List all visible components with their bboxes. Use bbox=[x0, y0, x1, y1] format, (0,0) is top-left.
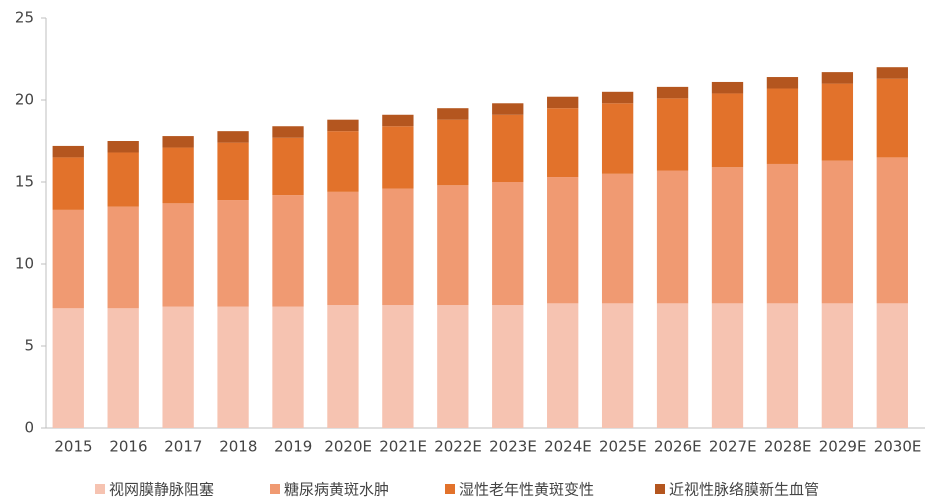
bar-segment bbox=[656, 98, 689, 171]
y-tick-label: 0 bbox=[24, 419, 34, 437]
x-tick-label: 2023E bbox=[489, 438, 537, 456]
bar-segment bbox=[272, 195, 304, 307]
bar-segment bbox=[327, 119, 359, 132]
bar-segment bbox=[711, 81, 744, 94]
y-tick-label: 15 bbox=[15, 173, 34, 191]
bar-segment bbox=[766, 163, 799, 304]
bar-segment bbox=[107, 141, 139, 153]
bar-segment bbox=[492, 305, 524, 428]
x-tick-label: 2020E bbox=[324, 438, 372, 456]
x-tick-label: 2027E bbox=[709, 438, 757, 456]
bar-segment bbox=[217, 142, 249, 201]
bar-segment bbox=[711, 167, 744, 304]
bar-segment bbox=[107, 308, 139, 428]
bar-segment bbox=[162, 306, 194, 428]
bar-segment bbox=[876, 78, 908, 158]
bar-segment bbox=[766, 77, 799, 89]
legend-swatch bbox=[655, 484, 665, 494]
bar-segment bbox=[162, 147, 194, 204]
bar-segment bbox=[601, 103, 634, 174]
bar-segment bbox=[711, 303, 744, 428]
bar-segment bbox=[876, 303, 908, 428]
bar-segment bbox=[766, 88, 799, 164]
y-tick-label: 25 bbox=[15, 9, 34, 27]
x-tick-label: 2030E bbox=[874, 438, 922, 456]
bar-segment bbox=[382, 114, 414, 127]
bar-segment bbox=[162, 203, 194, 307]
bar-segment bbox=[382, 126, 414, 189]
bar-segment bbox=[601, 91, 634, 104]
bar-segment bbox=[52, 308, 84, 428]
x-tick-label: 2024E bbox=[544, 438, 592, 456]
y-tick-label: 20 bbox=[15, 91, 34, 109]
legend-swatch bbox=[445, 484, 455, 494]
bar-segment bbox=[52, 209, 84, 309]
x-tick-label: 2016 bbox=[109, 438, 147, 456]
bar-segment bbox=[821, 160, 854, 304]
legend-swatch bbox=[270, 484, 280, 494]
bar-segment bbox=[547, 96, 579, 109]
bar-segment bbox=[547, 108, 579, 178]
bar-segment bbox=[272, 137, 304, 196]
y-tick-label: 5 bbox=[24, 337, 34, 355]
bar-segment bbox=[217, 131, 249, 143]
bar-segment bbox=[876, 67, 908, 79]
bar-segment bbox=[382, 305, 414, 428]
bar-segment bbox=[821, 72, 854, 84]
x-tick-label: 2022E bbox=[434, 438, 482, 456]
x-tick-label: 2017 bbox=[164, 438, 202, 456]
bar-segment bbox=[711, 93, 744, 168]
bar-segment bbox=[547, 303, 579, 428]
legend-label: 近视性脉络膜新生血管 bbox=[669, 481, 819, 499]
bar-segment bbox=[437, 305, 469, 428]
bar-segment bbox=[52, 145, 84, 158]
bar-segment bbox=[107, 152, 139, 207]
bar-segment bbox=[382, 188, 414, 305]
bar-segment bbox=[327, 305, 359, 428]
bar-segment bbox=[437, 119, 469, 186]
x-tick-label: 2019 bbox=[274, 438, 312, 456]
bar-segment bbox=[492, 182, 524, 305]
legend-swatch bbox=[95, 484, 105, 494]
x-tick-label: 2025E bbox=[599, 438, 647, 456]
bar-segment bbox=[656, 170, 689, 304]
x-tick-label: 2018 bbox=[219, 438, 257, 456]
bar-segment bbox=[437, 185, 469, 305]
bar-segment bbox=[821, 303, 854, 428]
x-tick-label: 2028E bbox=[764, 438, 812, 456]
x-tick-label: 2026E bbox=[654, 438, 702, 456]
legend-label: 湿性老年性黄斑变性 bbox=[459, 481, 594, 499]
bar-segment bbox=[217, 200, 249, 307]
bar-segment bbox=[107, 206, 139, 309]
bar-segment bbox=[272, 126, 304, 138]
bar-segment bbox=[492, 103, 524, 115]
bar-segment bbox=[217, 306, 249, 428]
bar-segment bbox=[437, 108, 469, 120]
x-tick-label: 2015 bbox=[54, 438, 92, 456]
bar-segment bbox=[327, 131, 359, 192]
bar-segment bbox=[601, 303, 634, 428]
bar-segment bbox=[162, 136, 194, 148]
bar-segment bbox=[766, 303, 799, 428]
y-tick-label: 10 bbox=[15, 255, 34, 273]
bar-segment bbox=[656, 303, 689, 428]
bar-segment bbox=[656, 86, 689, 99]
bar-segment bbox=[601, 173, 634, 304]
legend-label: 糖尿病黄斑水肿 bbox=[284, 481, 389, 499]
x-tick-label: 2029E bbox=[819, 438, 867, 456]
legend-label: 视网膜静脉阻塞 bbox=[109, 481, 214, 499]
bar-segment bbox=[272, 306, 304, 428]
x-tick-label: 2021E bbox=[379, 438, 427, 456]
bar-segment bbox=[876, 157, 908, 304]
bar-segment bbox=[327, 191, 359, 305]
bar-segment bbox=[821, 83, 854, 161]
bar-segment bbox=[52, 157, 84, 210]
bar-segment bbox=[492, 114, 524, 182]
bar-segment bbox=[547, 177, 579, 304]
